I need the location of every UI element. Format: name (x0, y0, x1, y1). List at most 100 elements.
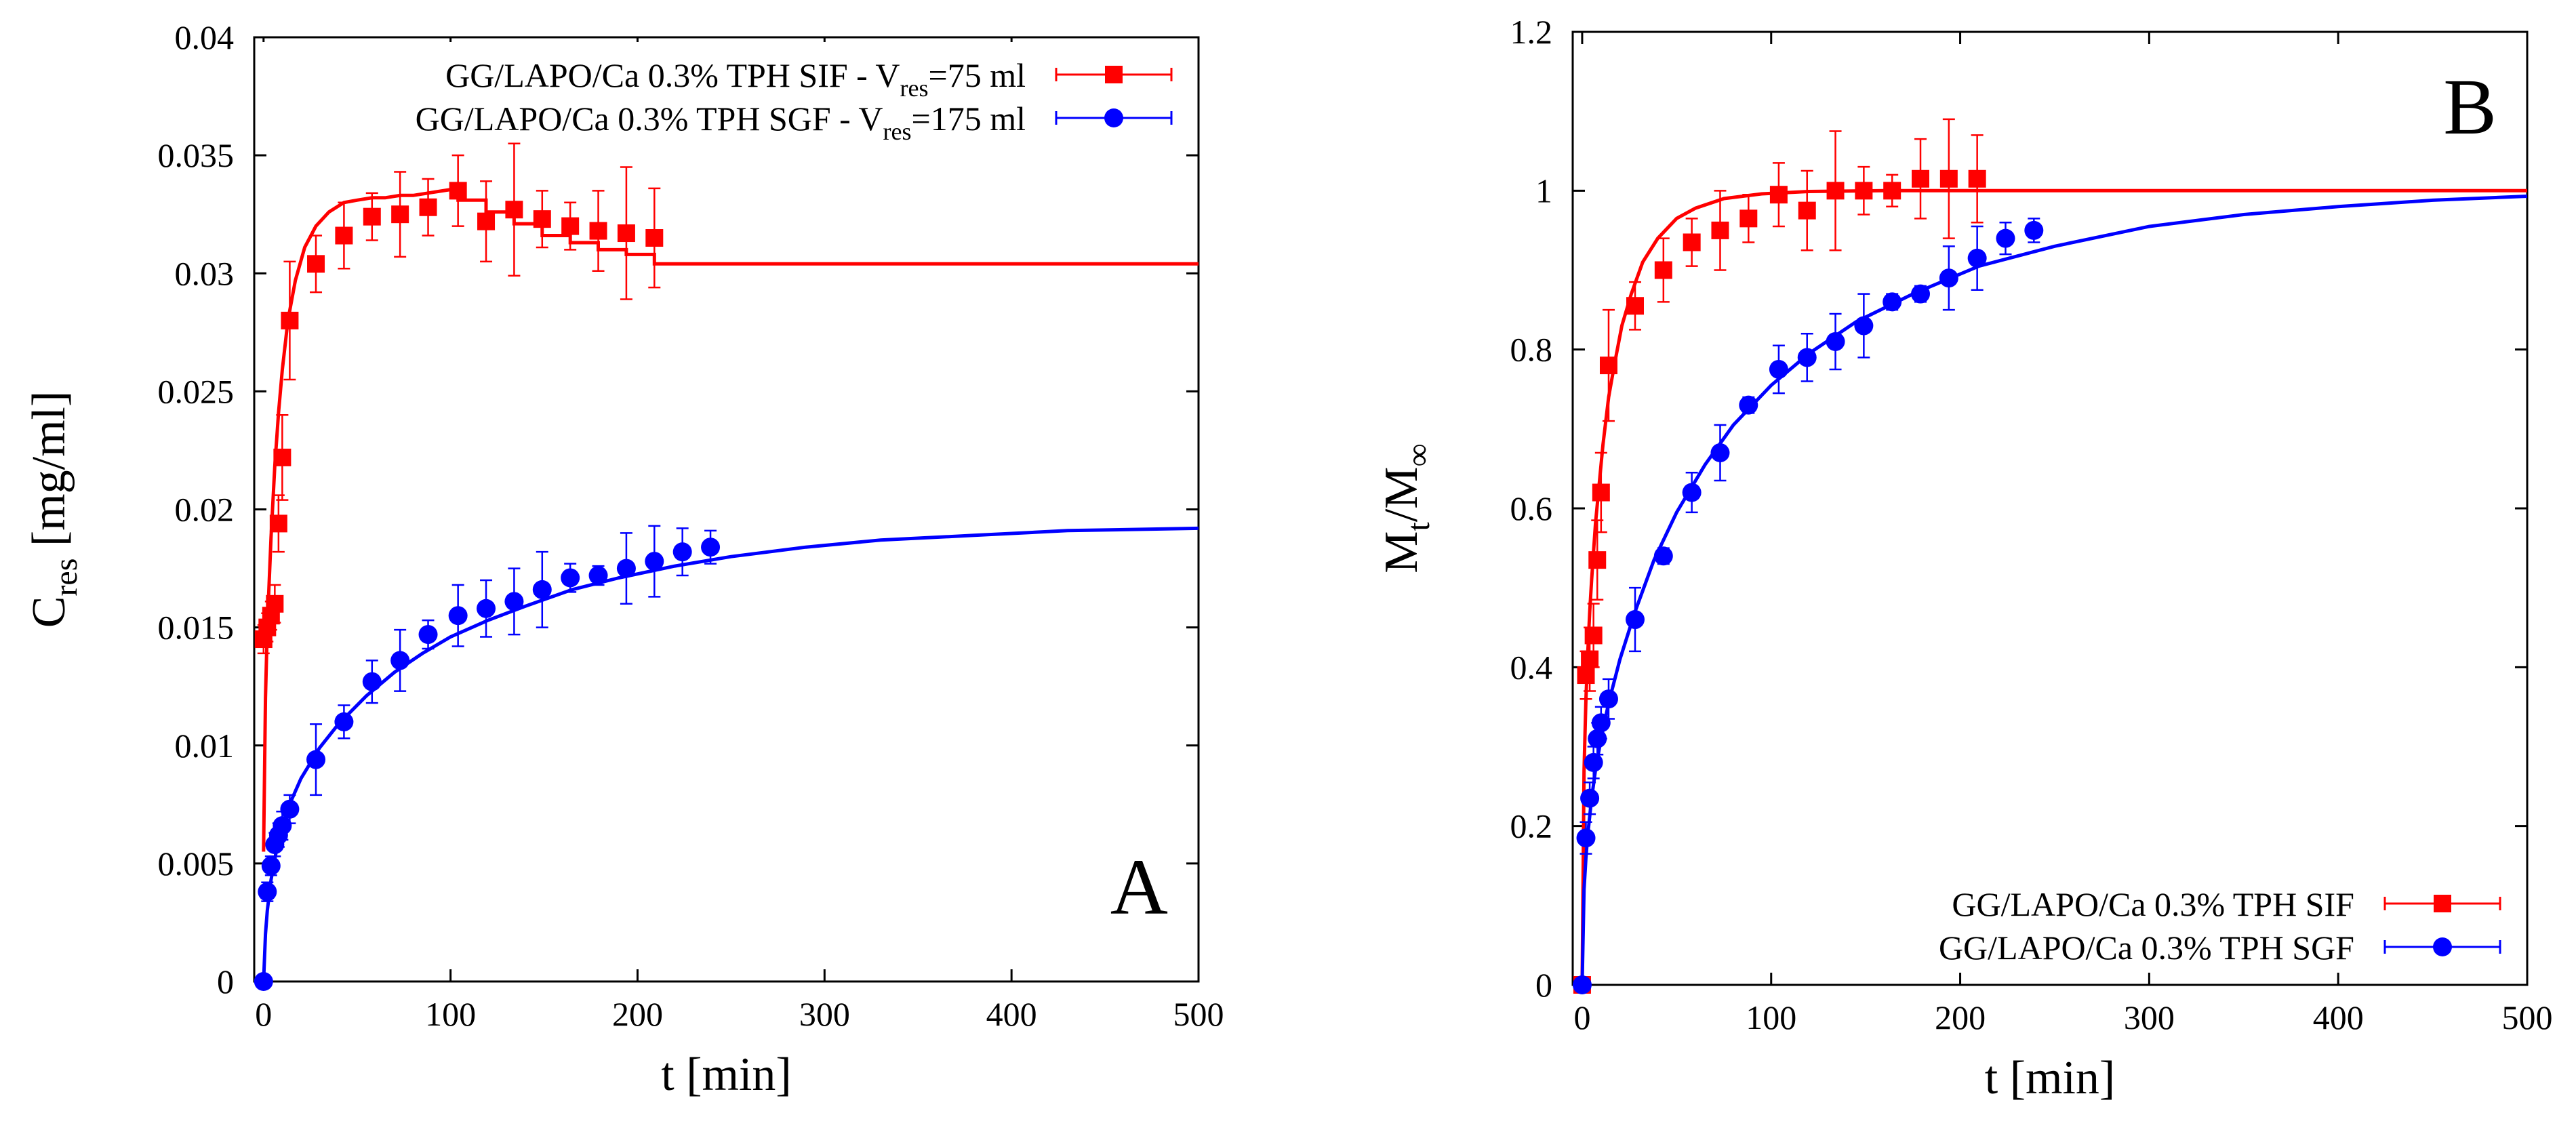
data-point-sgf (1682, 483, 1702, 502)
data-point-sif (391, 205, 409, 224)
data-point-sif (505, 201, 523, 219)
data-point-sgf (1572, 975, 1592, 994)
y-tick-label: 0.6 (1510, 489, 1553, 527)
data-point-sgf (258, 882, 277, 902)
data-point-sif (645, 229, 664, 247)
x-tick-label: 300 (799, 995, 850, 1033)
data-point-sif (269, 514, 287, 533)
x-tick-label: 400 (986, 995, 1037, 1033)
data-point-sgf (1710, 443, 1730, 462)
data-point-sif (1711, 221, 1729, 239)
data-point-sif (1826, 182, 1845, 200)
x-tick-label: 200 (612, 995, 663, 1033)
data-point-sgf (1797, 348, 1817, 367)
x-tick-label: 0 (1573, 998, 1590, 1036)
y-tick-label: 0.035 (158, 136, 235, 174)
y-tick-label: 0.8 (1510, 331, 1553, 369)
data-point-sgf (561, 568, 580, 588)
data-point-sif (1592, 483, 1610, 502)
data-point-sgf (645, 552, 664, 571)
data-point-sif (1739, 209, 1758, 228)
data-point-sgf (306, 750, 326, 769)
data-point-sgf (390, 651, 410, 670)
data-point-sif (1855, 182, 1873, 200)
data-point-sif (281, 311, 299, 329)
data-point-sif (449, 182, 467, 200)
legend-marker-sif (1105, 66, 1123, 83)
panel-b-release-fraction-chart: 0 100 200 300 400 500 0 0.2 0.4 0.6 0.8 1 1.2 t [min]… (1375, 13, 2553, 1104)
data-point-sgf (261, 856, 281, 876)
legend-background (258, 42, 1037, 137)
data-point-sgf (504, 592, 524, 611)
data-point-sgf (334, 712, 354, 731)
data-point-sif (273, 448, 291, 466)
data-point-sif (335, 226, 353, 245)
data-point-sif (419, 198, 437, 216)
legend-entry-sif: GG/LAPO/Ca 0.3% TPH SIF (1952, 885, 2354, 923)
y-tick-label: 0.025 (158, 372, 235, 410)
series-sgf (254, 525, 1199, 991)
data-point-sgf (1576, 828, 1596, 848)
data-point-sgf (1653, 546, 1673, 566)
panel-label: A (1110, 843, 1168, 931)
x-tick-label: 100 (1746, 998, 1796, 1036)
data-point-sif (533, 210, 551, 228)
y-axis-label: Cres [mg/ml] (23, 391, 84, 628)
data-point-sgf (1854, 316, 1874, 336)
legend-marker-sif (2434, 895, 2451, 912)
data-point-sgf (701, 538, 721, 557)
y-tick-label: 0.4 (1510, 648, 1553, 686)
legend-entry-sgf: GG/LAPO/Ca 0.3% TPH SGF (1939, 929, 2354, 967)
data-point-sgf (1996, 228, 2015, 248)
y-tick-label: 1 (1535, 171, 1552, 209)
data-point-sif (1939, 169, 1958, 188)
data-point-sif (1683, 233, 1701, 251)
data-point-sgf (1911, 284, 1931, 304)
data-point-sgf (672, 542, 692, 562)
y-tick-label: 1.2 (1510, 13, 1553, 51)
data-point-sif (1798, 201, 1816, 220)
data-point-sgf (1967, 248, 1987, 268)
data-point-sgf (616, 559, 636, 578)
data-point-sif (1654, 261, 1672, 279)
y-tick-label: 0.01 (175, 727, 235, 765)
data-point-sgf (280, 799, 300, 819)
data-point-sgf (532, 580, 552, 599)
y-tick-label: 0.02 (175, 491, 235, 529)
legend: GG/LAPO/Ca 0.3% TPH SIF GG/LAPO/Ca 0.3% T… (1939, 885, 2501, 967)
data-point-sif (617, 224, 635, 243)
data-point-sgf (1826, 331, 1845, 351)
data-point-sgf (1598, 689, 1618, 709)
y-tick-label: 0.03 (175, 254, 235, 292)
data-point-sgf (1584, 752, 1603, 772)
data-point-sgf (273, 816, 292, 836)
data-point-sif (1588, 551, 1607, 569)
data-point-sgf (1883, 292, 1902, 312)
data-point-sif (1769, 186, 1788, 204)
data-point-sgf (1580, 788, 1600, 808)
fit-line-sif (262, 186, 1199, 852)
legend-entry-sgf: GG/LAPO/Ca 0.3% TPH SGF - Vres=175 ml (416, 100, 1026, 145)
series-sif (1573, 118, 2527, 994)
data-point-sgf (418, 625, 438, 645)
x-tick-label: 300 (2124, 998, 2175, 1036)
data-point-sgf (1939, 268, 1958, 288)
data-point-sif (589, 222, 607, 240)
x-tick-label: 500 (2502, 998, 2553, 1036)
x-axis-label: t [min] (661, 1049, 791, 1101)
data-point-sgf (1769, 359, 1788, 379)
y-tick-label: 0.005 (158, 845, 235, 883)
series-sgf (1572, 195, 2528, 994)
y-axis-label: Mt/M∞ (1375, 443, 1436, 573)
y-tick-label: 0.2 (1510, 807, 1553, 845)
legend-marker-sgf (1104, 108, 1123, 127)
legend: GG/LAPO/Ca 0.3% TPH SIF - Vres=75 mlGG/L… (258, 42, 1173, 145)
data-point-sgf (362, 672, 382, 691)
data-point-sif (1968, 169, 1986, 188)
y-tick-label: 0.04 (175, 18, 235, 56)
data-point-sif (1599, 357, 1617, 375)
data-point-sif (561, 217, 580, 235)
legend-entry-sif: GG/LAPO/Ca 0.3% TPH SIF - Vres=75 ml (445, 56, 1026, 102)
data-point-sgf (448, 606, 468, 626)
